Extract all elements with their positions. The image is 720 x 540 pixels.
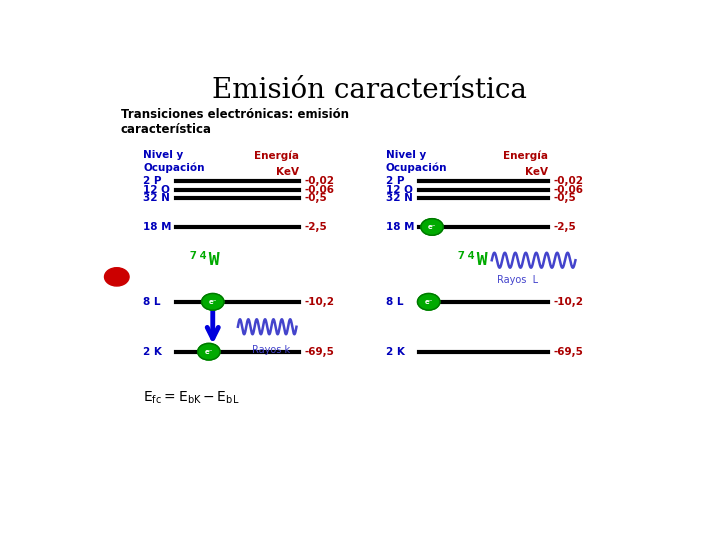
Text: e⁻: e⁻: [204, 349, 213, 355]
Text: -0,02: -0,02: [305, 176, 335, 186]
Text: -10,2: -10,2: [305, 297, 335, 307]
Text: Transiciones electrónicas: emisión
característica: Transiciones electrónicas: emisión carac…: [121, 109, 348, 137]
Circle shape: [104, 268, 129, 286]
Text: -0,06: -0,06: [553, 185, 583, 194]
Text: e⁻: e⁻: [425, 299, 433, 305]
Text: 12 O: 12 O: [143, 185, 170, 194]
Text: Nivel y
Ocupación: Nivel y Ocupación: [143, 150, 204, 173]
Circle shape: [421, 219, 444, 235]
Text: Emisión característica: Emisión característica: [212, 77, 526, 104]
Text: 32 N: 32 N: [143, 193, 170, 203]
Text: $\mathregular{E_{fc}=E_{bK} - E_{bL}}$: $\mathregular{E_{fc}=E_{bK} - E_{bL}}$: [143, 389, 240, 406]
Circle shape: [202, 293, 224, 310]
Text: 18 M: 18 M: [386, 222, 414, 232]
Text: 32 N: 32 N: [386, 193, 413, 203]
Text: -0,06: -0,06: [305, 185, 335, 194]
Text: 12 O: 12 O: [386, 185, 413, 194]
Text: -69,5: -69,5: [553, 347, 583, 357]
Text: e⁻: e⁻: [428, 224, 436, 230]
Text: -0,5: -0,5: [305, 193, 328, 203]
Text: KeV: KeV: [525, 167, 547, 177]
Circle shape: [198, 343, 220, 360]
Text: -0,5: -0,5: [553, 193, 576, 203]
Text: 2 K: 2 K: [143, 347, 162, 357]
Text: 2 P: 2 P: [386, 176, 404, 186]
Text: 2 K: 2 K: [386, 347, 405, 357]
Text: ⁷⁴W: ⁷⁴W: [188, 251, 220, 269]
Text: 8 L: 8 L: [143, 297, 161, 307]
Text: Rayos  L: Rayos L: [498, 275, 539, 285]
Text: 2 P: 2 P: [143, 176, 161, 186]
Text: Energía: Energía: [254, 150, 300, 160]
Text: -2,5: -2,5: [553, 222, 576, 232]
Text: -10,2: -10,2: [553, 297, 583, 307]
Text: Rayos k: Rayos k: [252, 346, 290, 355]
Text: 18 M: 18 M: [143, 222, 171, 232]
Text: e⁻: e⁻: [209, 299, 217, 305]
Text: 8 L: 8 L: [386, 297, 403, 307]
Text: -69,5: -69,5: [305, 347, 335, 357]
Circle shape: [418, 293, 440, 310]
Text: -0,02: -0,02: [553, 176, 583, 186]
Text: Energía: Energía: [503, 150, 547, 160]
Text: -2,5: -2,5: [305, 222, 328, 232]
Text: KeV: KeV: [276, 167, 300, 177]
Text: Nivel y
Ocupación: Nivel y Ocupación: [386, 150, 447, 173]
Text: ⁷⁴W: ⁷⁴W: [456, 251, 488, 269]
